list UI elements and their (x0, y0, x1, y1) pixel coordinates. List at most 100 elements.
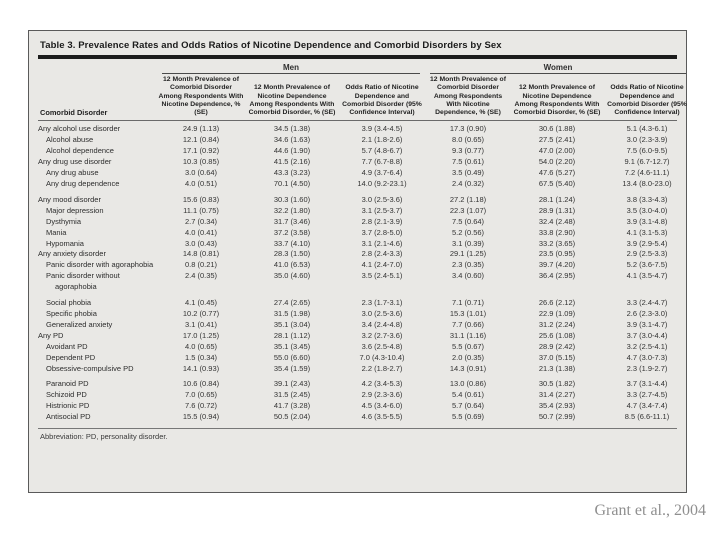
cell-men-prev-nicotine: 35.0 (4.60) (273, 271, 311, 281)
group-header-women: Women (430, 63, 686, 74)
cell-women-prev-nicotine: 47.0 (2.00) (538, 146, 576, 156)
cell-women-prev-comorbid: 17.3 (0.90) (449, 124, 487, 134)
cell-women-prev-nicotine: 26.6 (2.12) (538, 298, 576, 308)
cell-women-prev-nicotine: 31.2 (2.24) (538, 319, 576, 329)
cell-disorder-label: Social phobia (46, 298, 92, 308)
cell-women-prev-nicotine: 27.5 (2.41) (538, 135, 576, 145)
cell-disorder-label: Any anxiety disorder (38, 249, 106, 259)
cell-men-odds-ratio: 3.5 (2.4-5.1) (361, 271, 403, 281)
cell-women-odds-ratio: 3.9 (3.1-4.7) (626, 319, 668, 329)
column-header-women-prev-comorbid: 12 Month Prevalence of Comorbid Disorder… (430, 76, 506, 117)
cell-women-prev-comorbid: 3.5 (0.49) (451, 168, 485, 178)
cell-men-prev-comorbid: 2.7 (0.34) (184, 216, 218, 226)
cell-disorder-label: Alcohol abuse (46, 135, 94, 145)
cell-men-prev-comorbid: 3.1 (0.41) (184, 319, 218, 329)
cell-men-odds-ratio: 3.4 (2.4-4.8) (361, 319, 403, 329)
cell-women-prev-nicotine: 23.5 (0.95) (538, 249, 576, 259)
cell-disorder-label: Specific phobia (46, 308, 97, 318)
cell-men-odds-ratio: 7.0 (4.3-10.4) (359, 352, 405, 362)
cell-women-prev-nicotine: 22.9 (1.09) (538, 308, 576, 318)
cell-women-odds-ratio: 13.4 (8.0-23.0) (622, 179, 672, 189)
table-row: Specific phobia 10.2 (0.77) 31.5 (1.98) 3.0… (38, 309, 677, 320)
cell-men-odds-ratio: 4.6 (3.5-5.5) (361, 412, 403, 422)
cell-disorder-label: Dysthymia (46, 216, 82, 226)
cell-disorder-label: Obsessive-compulsive PD (46, 363, 134, 373)
table-row: Paranoid PD 10.6 (0.84) 39.1 (2.43) 4.2 (3.… (38, 379, 677, 390)
cell-women-prev-comorbid: 7.5 (0.64) (451, 216, 485, 226)
cell-women-odds-ratio: 3.3 (2.7-4.5) (626, 390, 668, 400)
cell-men-prev-comorbid: 10.2 (0.77) (182, 308, 220, 318)
cell-women-prev-nicotine: 50.7 (2.99) (538, 412, 576, 422)
column-header-women-odds-ratio: Odds Ratio of Nicotine Dependence and Co… (607, 84, 687, 117)
table-row: Dysthymia 2.7 (0.34) 31.7 (3.46) 2.8 (2.1-3… (38, 217, 677, 228)
cell-women-odds-ratio: 4.1 (3.5-4.7) (626, 271, 668, 281)
cell-women-odds-ratio: 3.8 (3.3-4.3) (626, 194, 668, 204)
cell-men-odds-ratio: 3.6 (2.5-4.8) (361, 341, 403, 351)
cell-women-odds-ratio: 3.9 (3.1-4.8) (626, 216, 668, 226)
cell-men-prev-nicotine: 35.1 (3.04) (273, 319, 311, 329)
cell-women-odds-ratio: 3.3 (2.4-4.7) (626, 298, 668, 308)
cell-disorder-label: Dependent PD (46, 352, 96, 362)
table-row: Alcohol abuse 12.1 (0.84) 34.6 (1.63) 2.1 (… (38, 135, 677, 146)
table-row: Obsessive-compulsive PD 14.1 (0.93) 35.4 (… (38, 364, 677, 375)
cell-women-prev-comorbid: 5.4 (0.61) (451, 390, 485, 400)
cell-women-prev-comorbid: 8.0 (0.65) (451, 135, 485, 145)
cell-disorder-label: Any alcohol use disorder (38, 124, 121, 134)
cell-women-prev-nicotine: 25.6 (1.08) (538, 330, 576, 340)
cell-women-odds-ratio: 3.9 (2.9-5.4) (626, 238, 668, 248)
cell-men-prev-nicotine: 31.5 (1.98) (273, 308, 311, 318)
cell-women-odds-ratio: 3.0 (2.3-3.9) (626, 135, 668, 145)
cell-men-prev-comorbid: 14.8 (0.81) (182, 249, 220, 259)
cell-men-prev-comorbid: 17.1 (0.92) (182, 146, 220, 156)
cell-women-prev-nicotine: 28.1 (1.24) (538, 194, 576, 204)
cell-men-prev-comorbid: 15.5 (0.94) (182, 412, 220, 422)
table-row: Avoidant PD 4.0 (0.65) 35.1 (3.45) 3.6 (2.5… (38, 342, 677, 353)
cell-men-prev-comorbid: 14.1 (0.93) (182, 363, 220, 373)
cell-women-prev-comorbid: 2.3 (0.35) (451, 260, 485, 270)
table-row: Antisocial PD 15.5 (0.94) 50.5 (2.04) 4.6 (… (38, 412, 677, 423)
cell-women-prev-nicotine: 28.9 (2.42) (538, 341, 576, 351)
column-header-women-prev-nicotine: 12 Month Prevalence of Nicotine Dependen… (513, 84, 601, 117)
cell-men-prev-comorbid: 4.1 (0.45) (184, 298, 218, 308)
cell-men-prev-nicotine: 31.7 (3.46) (273, 216, 311, 226)
cell-men-odds-ratio: 4.1 (2.4-7.0) (361, 260, 403, 270)
cell-men-prev-comorbid: 15.6 (0.83) (182, 194, 220, 204)
cell-men-prev-nicotine: 41.5 (2.16) (273, 157, 311, 167)
cell-disorder-label: Mania (46, 227, 67, 237)
cell-women-odds-ratio: 8.5 (6.6-11.1) (624, 412, 670, 422)
cell-men-prev-nicotine: 30.3 (1.60) (273, 194, 311, 204)
cell-women-prev-nicotine: 33.2 (3.65) (538, 238, 576, 248)
cell-men-prev-nicotine: 70.1 (4.50) (273, 179, 311, 189)
column-header-disorder: Comorbid Disorder (40, 108, 108, 118)
cell-women-prev-comorbid: 27.2 (1.18) (449, 194, 487, 204)
cell-disorder-label: Panic disorder with agoraphobia (46, 260, 154, 270)
cell-women-prev-comorbid: 3.1 (0.39) (451, 238, 485, 248)
cell-disorder-label: Any PD (38, 330, 64, 340)
table-row: Any drug use disorder 10.3 (0.85) 41.5 (2.… (38, 157, 677, 168)
cell-women-prev-nicotine: 47.6 (5.27) (538, 168, 576, 178)
cell-women-odds-ratio: 2.3 (1.9-2.7) (626, 363, 668, 373)
cell-women-prev-nicotine: 30.6 (1.88) (538, 124, 576, 134)
table-row: Major depression 11.1 (0.75) 32.2 (1.80) 3.… (38, 206, 677, 217)
cell-disorder-label: Any drug abuse (46, 168, 99, 178)
cell-men-prev-comorbid: 2.4 (0.35) (184, 271, 218, 281)
cell-women-prev-comorbid: 2.4 (0.32) (451, 179, 485, 189)
cell-men-prev-comorbid: 10.3 (0.85) (182, 157, 220, 167)
cell-women-odds-ratio: 7.2 (4.6-11.1) (624, 168, 670, 178)
table-row: Any anxiety disorder 14.8 (0.81) 28.3 (1.5… (38, 249, 677, 260)
cell-women-odds-ratio: 4.7 (3.0-7.3) (626, 352, 668, 362)
group-header-men: Men (162, 63, 420, 74)
cell-women-prev-comorbid: 14.3 (0.91) (449, 363, 487, 373)
table-row: Social phobia 4.1 (0.45) 27.4 (2.65) 2.3 (1… (38, 298, 677, 309)
cell-women-prev-comorbid: 5.2 (0.56) (451, 227, 485, 237)
cell-disorder-label: Hypomania (46, 238, 84, 248)
cell-women-prev-nicotine: 67.5 (5.40) (538, 179, 576, 189)
cell-women-odds-ratio: 2.6 (2.3-3.0) (626, 308, 668, 318)
cell-men-prev-nicotine: 41.7 (3.28) (273, 401, 311, 411)
cell-women-odds-ratio: 5.2 (3.6-7.5) (626, 260, 668, 270)
cell-women-prev-comorbid: 22.3 (1.07) (449, 205, 487, 215)
cell-disorder-label: Schizoid PD (46, 390, 87, 400)
cell-disorder-label: Any drug dependence (46, 179, 120, 189)
cell-women-odds-ratio: 3.7 (3.0-4.4) (626, 330, 668, 340)
scanned-table-image: Table 3. Prevalence Rates and Odds Ratio… (28, 30, 687, 493)
